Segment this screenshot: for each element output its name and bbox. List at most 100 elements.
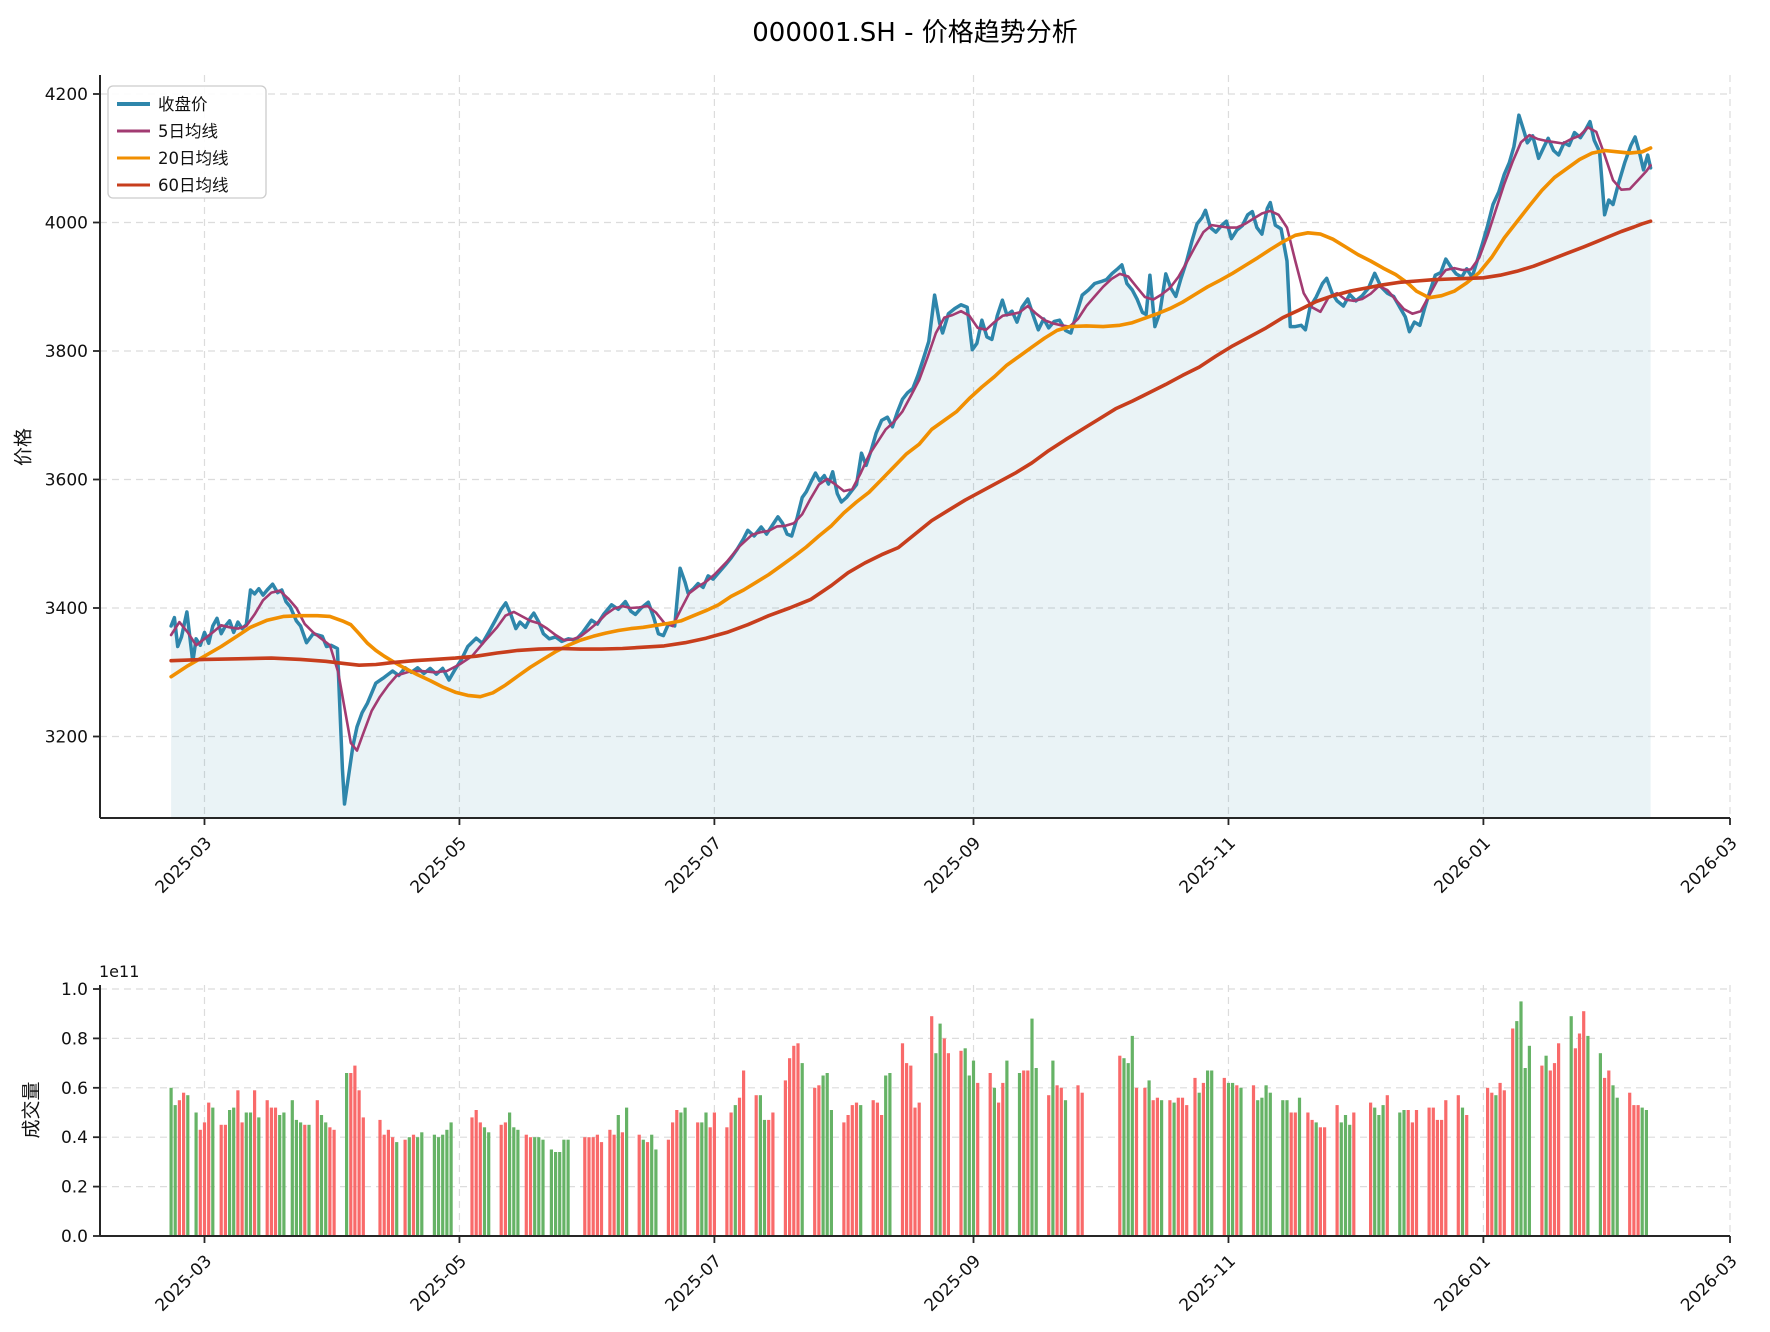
volume-bar: [1377, 1115, 1381, 1236]
volume-bar: [1222, 1077, 1226, 1236]
volume-bar: [880, 1115, 884, 1236]
volume-bar: [1540, 1065, 1544, 1236]
volume-bar: [1431, 1107, 1435, 1236]
volume-bar: [566, 1139, 570, 1236]
volume-bar: [1519, 1001, 1523, 1236]
volume-bar: [1193, 1077, 1197, 1236]
volume-bar: [675, 1110, 679, 1236]
volume-bar: [1490, 1092, 1494, 1236]
volume-bar: [992, 1087, 996, 1236]
volume-bar: [700, 1122, 704, 1236]
volume-bar: [1636, 1105, 1640, 1236]
price-y-tick-label: 4200: [45, 85, 88, 105]
volume-bar: [1402, 1110, 1406, 1236]
volume-bar: [1611, 1085, 1615, 1236]
volume-bar: [1598, 1053, 1602, 1236]
volume-bar: [319, 1115, 324, 1236]
volume-bar: [1586, 1035, 1590, 1236]
volume-bar: [416, 1137, 420, 1236]
legend-label: 收盘价: [158, 95, 208, 114]
volume-bar: [725, 1127, 729, 1236]
volume-bar: [1130, 1035, 1134, 1236]
volume-bar: [282, 1112, 286, 1236]
volume-bar: [541, 1139, 545, 1236]
volume-bar: [1197, 1092, 1201, 1236]
volume-bar: [223, 1124, 227, 1236]
volume-bar: [508, 1112, 512, 1236]
volume-bar: [800, 1063, 804, 1236]
volume-bar: [1281, 1100, 1285, 1236]
volume-bar: [299, 1122, 303, 1236]
volume-bar: [386, 1129, 390, 1236]
volume-bar: [1001, 1082, 1005, 1236]
volume-bar: [177, 1100, 181, 1236]
volume-bar: [1573, 1048, 1577, 1236]
volume-bar: [303, 1124, 307, 1236]
volume-bar: [1348, 1124, 1352, 1236]
volume-bar: [1427, 1107, 1431, 1236]
volume-bar: [173, 1105, 177, 1236]
volume-x-tick-label: 2025-07: [662, 1251, 726, 1315]
volume-bar: [1339, 1122, 1343, 1236]
volume-scale-offset-label: 1e11: [99, 962, 140, 981]
volume-y-tick-label: 0.0: [61, 1227, 88, 1247]
volume-y-tick-label: 1.0: [61, 980, 88, 1000]
volume-bar: [1210, 1070, 1214, 1236]
volume-bar: [679, 1112, 683, 1236]
volume-bar: [378, 1119, 382, 1236]
volume-bars: [169, 1001, 1648, 1237]
volume-bar: [917, 1102, 921, 1236]
volume-bar: [265, 1100, 269, 1236]
volume-bar: [503, 1122, 507, 1236]
volume-bar: [1080, 1092, 1084, 1236]
volume-bar: [211, 1107, 215, 1236]
volume-bar: [1063, 1100, 1068, 1236]
volume-bar: [1456, 1095, 1460, 1236]
volume-x-tick-label: 2025-05: [407, 1251, 471, 1315]
ma5-line: [169, 126, 1652, 752]
volume-bar: [328, 1127, 332, 1236]
volume-bar: [1285, 1100, 1289, 1236]
volume-bar: [859, 1105, 863, 1236]
volume-bar: [625, 1107, 629, 1236]
legend-item: 60日均线: [117, 176, 229, 195]
volume-bar: [524, 1134, 528, 1236]
volume-bar: [666, 1139, 670, 1236]
volume-bar: [796, 1043, 800, 1236]
volume-bar: [587, 1137, 591, 1236]
volume-bar: [729, 1112, 733, 1236]
volume-bar: [558, 1152, 562, 1236]
ma60-line: [169, 219, 1653, 667]
price-x-tick-label: 2025-03: [152, 833, 216, 897]
volume-bar: [821, 1075, 825, 1236]
volume-bar: [332, 1129, 336, 1236]
volume-bar: [846, 1115, 850, 1236]
volume-bar: [1494, 1095, 1498, 1236]
volume-bar: [1385, 1095, 1389, 1236]
volume-bar: [967, 1075, 971, 1236]
volume-y-tick-label: 0.2: [61, 1178, 88, 1198]
volume-bar: [407, 1137, 411, 1236]
volume-bar: [1615, 1097, 1619, 1236]
volume-bar: [817, 1085, 821, 1236]
volume-bar: [884, 1075, 888, 1236]
volume-bar: [194, 1112, 198, 1236]
volume-bar: [645, 1142, 650, 1236]
volume-bar: [1632, 1105, 1636, 1236]
volume-y-axis-label: 成交量: [20, 1081, 43, 1139]
axis-spines: [99, 985, 1730, 1237]
volume-bar: [1644, 1110, 1648, 1236]
volume-bar: [1569, 1016, 1573, 1236]
volume-bar: [976, 1082, 980, 1236]
volume-bar: [754, 1095, 758, 1236]
legend: 收盘价 5日均线 20日均线 60日均线: [107, 85, 267, 199]
volume-bar: [357, 1090, 361, 1236]
volume-bar: [1414, 1110, 1419, 1236]
volume-bar: [219, 1124, 223, 1236]
price-y-tick-label: 3600: [45, 470, 88, 490]
volume-bar: [516, 1129, 520, 1236]
volume-x-tick-label: 2026-03: [1677, 1251, 1741, 1315]
volume-bar: [269, 1107, 273, 1236]
volume-bar: [813, 1087, 817, 1236]
